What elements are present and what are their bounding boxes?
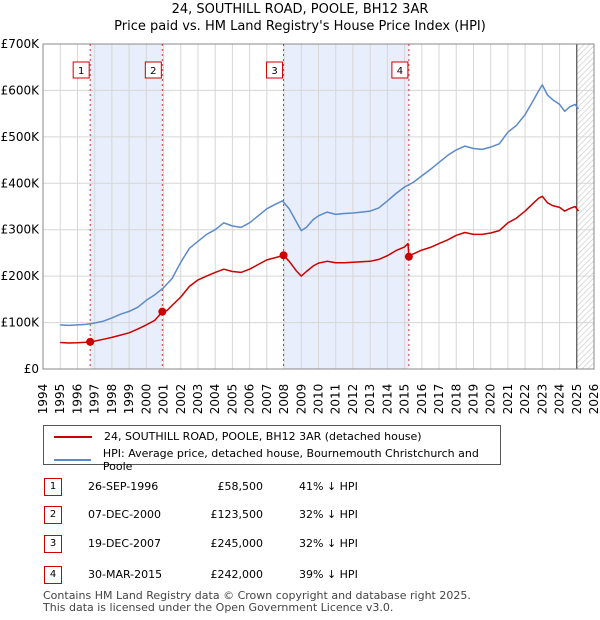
y-tick-label: £300K	[1, 223, 41, 237]
y-tick-label: £400K	[1, 176, 41, 190]
chart-subtitle: Price paid vs. HM Land Registry's House …	[114, 19, 486, 34]
sale-hpi-diff: 32% ↓ HPI	[299, 508, 358, 521]
legend-swatch-property	[54, 435, 92, 438]
property-series-line	[60, 195, 580, 344]
table-row: 4 30-MAR-2015 £242,000 39% ↓ HPI	[43, 566, 543, 586]
x-tick-label: 2009	[294, 384, 308, 415]
sale-number-badge: 4	[44, 566, 62, 584]
price-chart: £0 £100K £200K £300K £400K £500K £600K £700K 199…	[1, 37, 600, 415]
y-tick-label: £100K	[1, 316, 41, 330]
footer-licence: This data is licensed under the Open Gov…	[43, 601, 394, 614]
y-tick-label: £600K	[1, 83, 41, 97]
legend-label-hpi: HPI: Average price, detached house, Bour…	[102, 447, 479, 473]
sale-number-badge: 3	[44, 535, 62, 553]
x-tick-label: 1997	[88, 384, 102, 415]
sale-number-badge: 2	[44, 506, 62, 524]
future-region	[576, 44, 594, 369]
shaded-period	[90, 44, 163, 369]
sale-point	[279, 251, 288, 260]
x-tick-label: 2000	[139, 384, 153, 415]
legend-label-property: 24, SOUTHILL ROAD, POOLE, BH12 3AR (deta…	[104, 430, 422, 443]
x-tick-label: 1998	[105, 384, 119, 415]
sale-label-box	[72, 61, 90, 79]
sale-label-text: 3	[271, 66, 277, 77]
x-tick-label: 2016	[415, 384, 429, 415]
sale-hpi-diff: 39% ↓ HPI	[299, 568, 358, 581]
x-tick-label: 2018	[449, 384, 463, 415]
x-tick-label: 2021	[501, 384, 515, 415]
sale-date: 26-SEP-1996	[88, 480, 159, 493]
x-tick-label: 2008	[277, 384, 291, 415]
x-tick-label: 2022	[518, 384, 532, 415]
table-row: 1 26-SEP-1996 £58,500 41% ↓ HPI	[43, 478, 543, 498]
x-tick-label: 2015	[398, 384, 412, 415]
shaded-period	[283, 44, 409, 369]
x-tick-label: 2026	[587, 384, 600, 415]
sale-label-text: 4	[397, 66, 403, 77]
sale-date: 07-DEC-2000	[88, 508, 162, 521]
x-tick-label: 2011	[329, 384, 343, 415]
x-tick-label: 2019	[466, 384, 480, 415]
table-row: 2 07-DEC-2000 £123,500 32% ↓ HPI	[43, 506, 543, 526]
x-tick-label: 2012	[346, 384, 360, 415]
legend-swatch-hpi	[54, 459, 91, 461]
sale-number-badge: 1	[44, 478, 62, 496]
sale-label-text: 2	[150, 66, 156, 77]
x-tick-label: 2025	[570, 384, 584, 415]
sale-price: £245,000	[210, 537, 264, 550]
sale-label-box	[266, 61, 284, 79]
x-tick-label: 2002	[174, 384, 188, 415]
y-tick-label: £0	[24, 362, 39, 376]
x-tick-label: 1994	[36, 384, 50, 415]
sale-label-text: 1	[78, 66, 84, 77]
x-tick-label: 2004	[208, 384, 222, 415]
x-tick-label: 2010	[312, 384, 326, 415]
x-tick-label: 2017	[432, 384, 446, 415]
hpi-series-line	[60, 84, 580, 327]
sale-point	[158, 307, 167, 316]
sale-price: £242,000	[210, 568, 264, 581]
sale-label-box	[144, 61, 162, 79]
x-tick-label: 2024	[553, 384, 567, 415]
x-tick-label: 1995	[53, 384, 67, 415]
x-tick-label: 2013	[363, 384, 377, 415]
x-tick-label: 2006	[243, 384, 257, 415]
x-tick-label: 1996	[70, 384, 84, 415]
table-row: 3 19-DEC-2007 £245,000 32% ↓ HPI	[43, 535, 543, 555]
legend-item-hpi: HPI: Average price, detached house, Bour…	[54, 447, 500, 473]
sale-date: 19-DEC-2007	[88, 537, 162, 550]
legend-item-property: 24, SOUTHILL ROAD, POOLE, BH12 3AR (deta…	[54, 430, 422, 443]
sale-price: £58,500	[217, 480, 264, 493]
y-tick-label: £200K	[1, 269, 41, 283]
x-tick-label: 1999	[122, 384, 136, 415]
sale-hpi-diff: 41% ↓ HPI	[299, 480, 358, 493]
sale-label-box	[391, 61, 409, 79]
x-tick-label: 2003	[191, 384, 205, 415]
chart-title: 24, SOUTHILL ROAD, POOLE, BH12 3AR	[171, 2, 429, 17]
sale-point	[404, 252, 413, 261]
x-tick-label: 2001	[157, 384, 171, 415]
plot-frame	[42, 43, 595, 370]
sale-date: 30-MAR-2015	[88, 568, 163, 581]
y-tick-label: £700K	[1, 37, 41, 51]
sale-price: £123,500	[210, 508, 264, 521]
x-tick-label: 2005	[225, 384, 239, 415]
y-tick-label: £500K	[1, 130, 41, 144]
legend: 24, SOUTHILL ROAD, POOLE, BH12 3AR (deta…	[43, 425, 501, 473]
x-tick-label: 2023	[535, 384, 549, 415]
x-tick-label: 2014	[380, 384, 394, 415]
x-tick-label: 2020	[484, 384, 498, 415]
sale-point	[86, 337, 95, 346]
sale-hpi-diff: 32% ↓ HPI	[299, 537, 358, 550]
footer-copyright: Contains HM Land Registry data © Crown c…	[43, 589, 471, 602]
x-tick-label: 2007	[260, 384, 274, 415]
